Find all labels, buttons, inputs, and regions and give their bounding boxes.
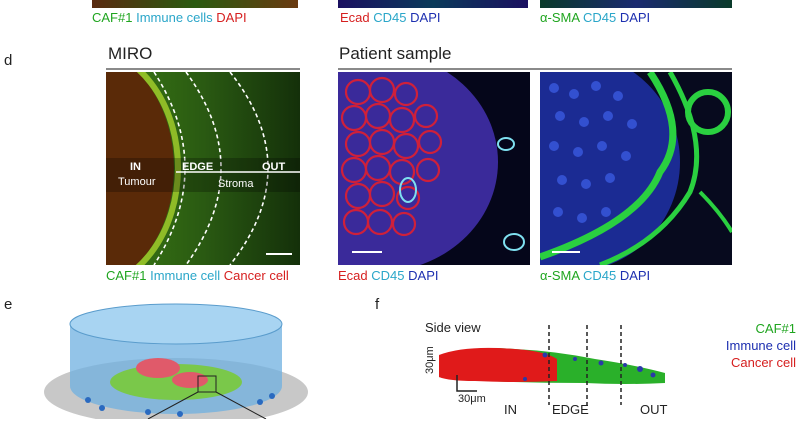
patient-caption-1: Ecad CD45 DAPI: [338, 268, 438, 283]
device-schematic: [40, 300, 312, 424]
zone-out-label: OUT: [262, 161, 286, 173]
miro-image-graphic: [106, 72, 300, 265]
zone-in-label: IN: [504, 402, 517, 417]
caption-cd45: CD45: [582, 10, 617, 25]
zone-edge-label: EDGE: [552, 402, 589, 417]
caption-immune: Immune cell: [150, 268, 221, 283]
top-caption-1: CAF#1 Immune cells DAPI: [92, 10, 247, 25]
zone-edge-label: EDGE: [182, 161, 214, 173]
caption-cancer: Cancer cell: [223, 268, 289, 283]
caption-dapi: DAPI: [619, 268, 651, 283]
legend-immune: Immune cell: [725, 338, 796, 353]
tumour-label: Tumour: [118, 176, 156, 188]
caption-caf: CAF#1: [106, 268, 147, 283]
patient-image-asma: [540, 72, 732, 265]
caption-cd45: CD45: [373, 10, 407, 25]
miro-title: MIRO: [108, 44, 153, 63]
miro-caption: CAF#1 Immune cell Cancer cell: [106, 268, 289, 283]
device-schematic-graphic: [44, 303, 308, 424]
scale-bar-horizontal-label: 30μm: [458, 393, 486, 405]
stroma-label: Stroma: [218, 178, 254, 190]
patient-title-rule: [338, 68, 732, 70]
top-image-2: [338, 0, 528, 8]
caption-cd45: CD45: [582, 268, 617, 283]
legend-caf: CAF#1: [755, 321, 796, 336]
caption-asma: α-SMA: [540, 268, 580, 283]
caption-dapi: DAPI: [408, 268, 439, 283]
side-view-legend: CAF#1 Immune cell Cancer cell: [680, 320, 796, 371]
top-image-3: [540, 0, 732, 8]
patient-image-ecad-graphic: [338, 72, 530, 265]
zone-in-label: IN: [130, 161, 141, 173]
caption-dapi: DAPI: [410, 10, 441, 25]
caption-immune: Immune cells: [136, 10, 213, 25]
miro-title-rule: [106, 68, 300, 70]
top-caption-2: Ecad CD45 DAPI: [340, 10, 440, 25]
miro-image: IN EDGE OUT Tumour Stroma: [106, 72, 300, 265]
caption-caf: CAF#1: [92, 10, 133, 25]
panel-letter-d: d: [4, 52, 13, 69]
top-image-1: [92, 0, 298, 8]
caption-ecad: Ecad: [340, 10, 370, 25]
caption-asma: α-SMA: [540, 10, 580, 25]
panel-letter-e: e: [4, 296, 13, 313]
caption-dapi: DAPI: [216, 10, 247, 25]
side-view-image: [425, 325, 675, 405]
side-view-label: Side view: [425, 320, 481, 335]
patient-image-asma-graphic: [540, 72, 732, 265]
caption-dapi: DAPI: [619, 10, 651, 25]
caption-cd45: CD45: [371, 268, 405, 283]
caption-ecad: Ecad: [338, 268, 368, 283]
top-caption-3: α-SMA CD45 DAPI: [540, 10, 650, 25]
patient-caption-2: α-SMA CD45 DAPI: [540, 268, 650, 283]
side-view-graphic: [439, 325, 665, 405]
patient-title: Patient sample: [339, 44, 452, 63]
zone-out-label: OUT: [640, 402, 668, 417]
patient-image-ecad: [338, 72, 530, 265]
scale-bar-vertical-label: 30μm: [424, 346, 436, 374]
legend-cancer: Cancer cell: [730, 355, 796, 370]
panel-letter-f: f: [375, 296, 380, 313]
